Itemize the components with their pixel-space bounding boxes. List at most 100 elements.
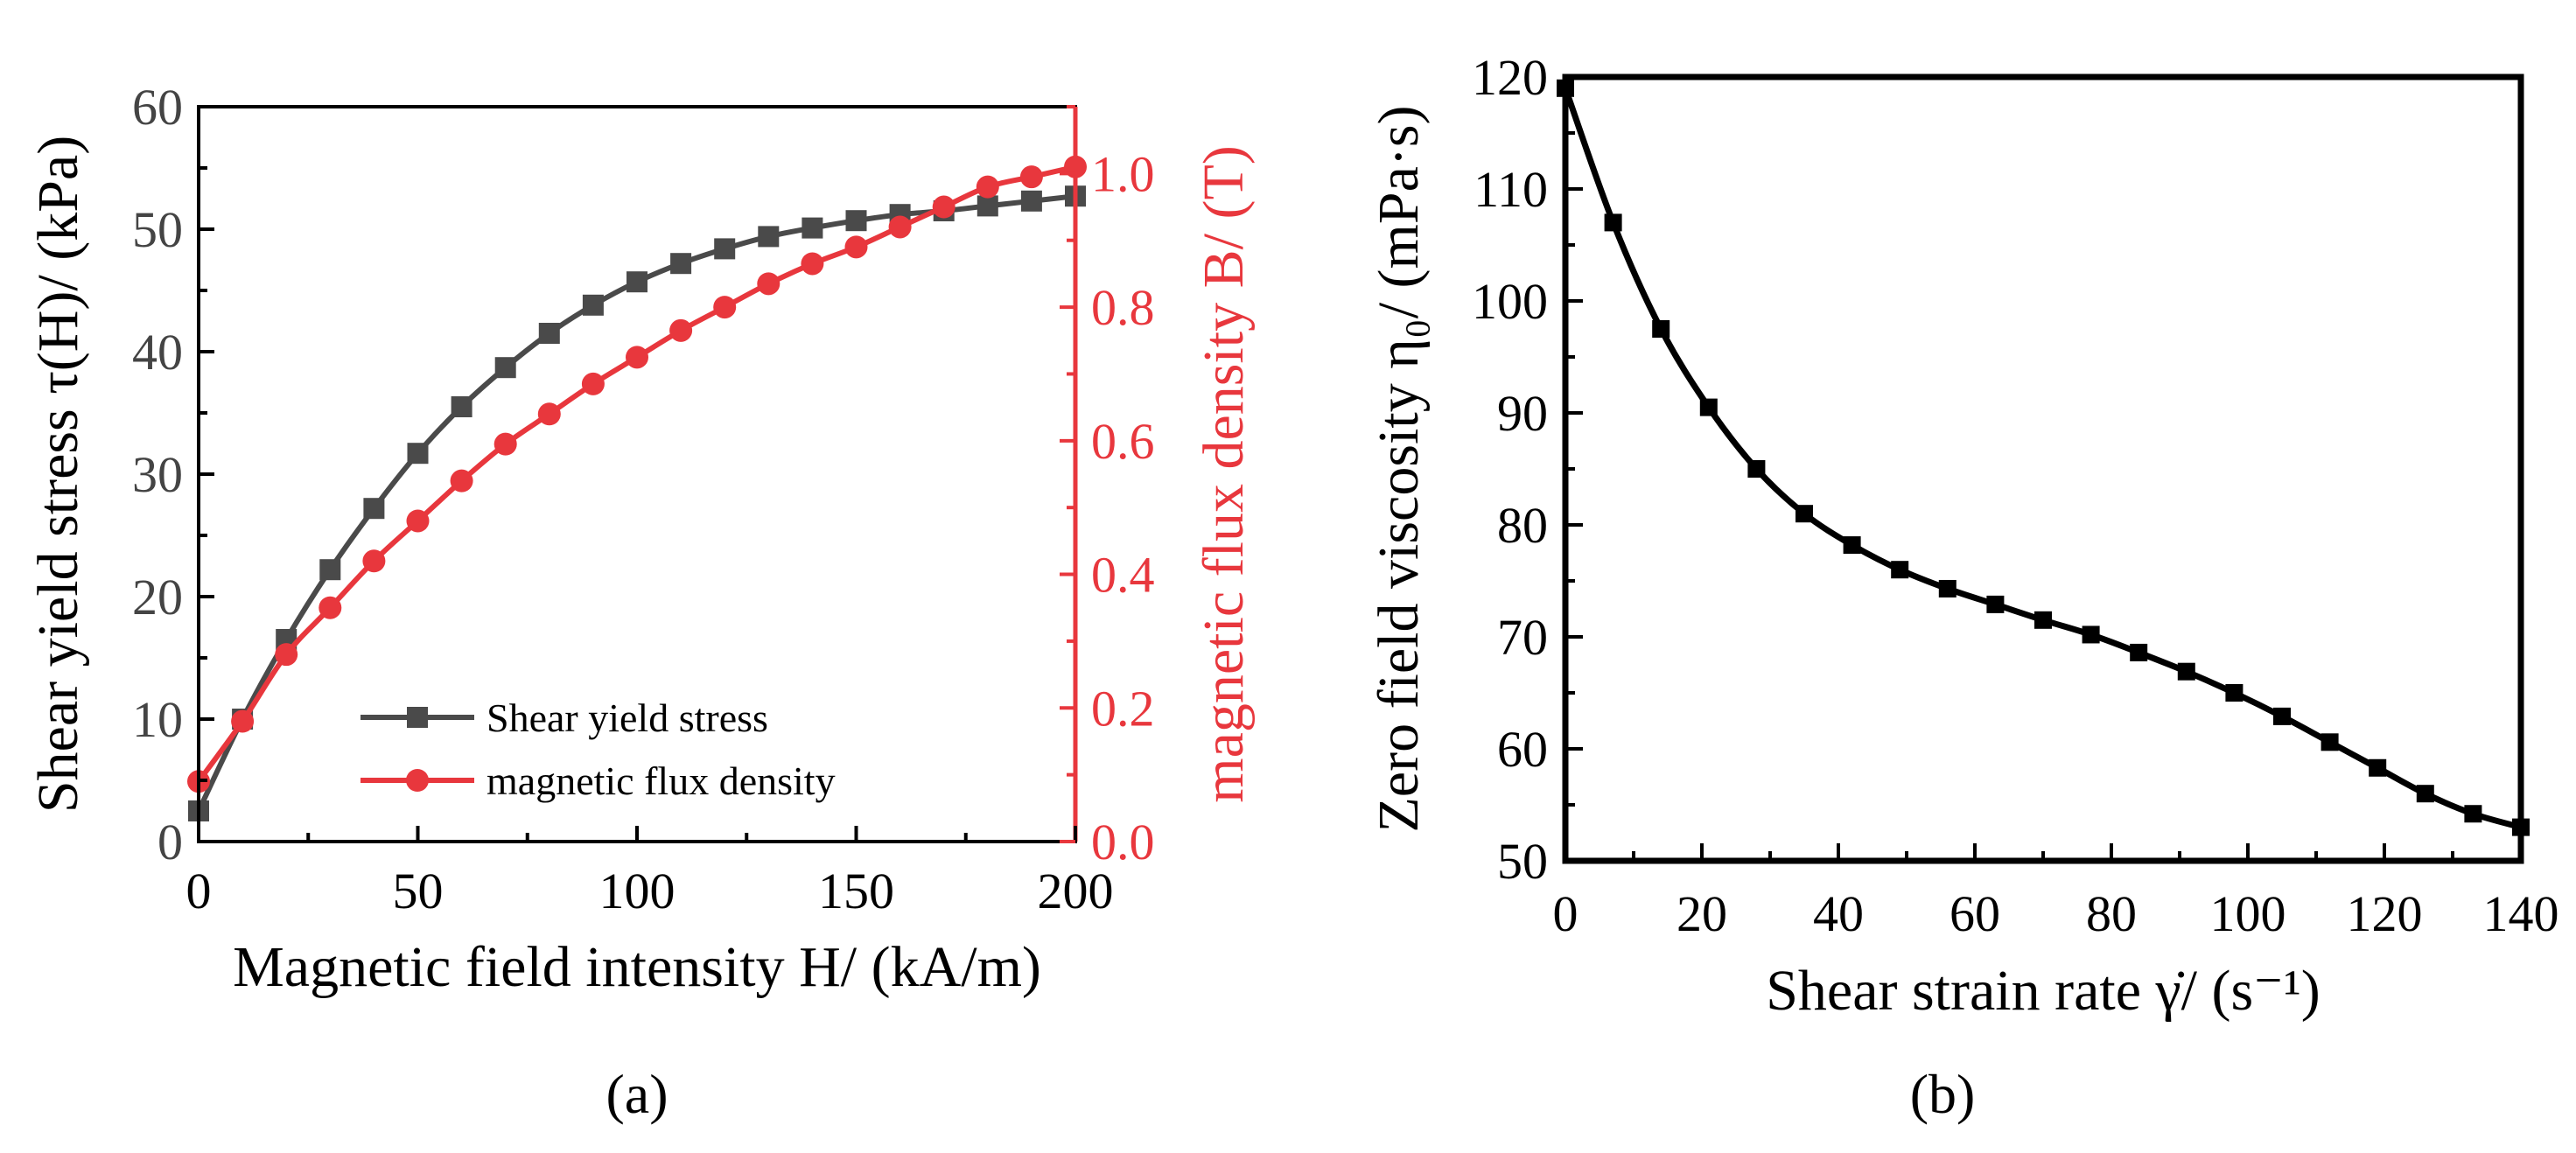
- y-tick-label-b: 60: [1497, 721, 1548, 778]
- data-point-viscosity: [2320, 733, 2339, 751]
- data-point-flux: [275, 643, 298, 667]
- y2-tick-label-a: 0.6: [1091, 413, 1155, 470]
- data-point-flux: [669, 318, 693, 342]
- legend-a: Shear yield stress magnetic flux density: [360, 695, 836, 803]
- chart-panel-a: 0 50 100 150 200 0 10 20 30 40 50 60 0.0 0.2 0.4 0.6 0…: [26, 79, 1256, 1125]
- data-point-viscosity: [1747, 460, 1766, 478]
- data-point-shear: [845, 210, 867, 232]
- data-point-flux: [450, 469, 473, 493]
- data-point-viscosity: [2464, 805, 2482, 823]
- x-tick-label-b: 140: [2483, 885, 2559, 942]
- data-point-viscosity: [1938, 579, 1956, 597]
- data-point-viscosity: [1986, 595, 2005, 613]
- x-tick-label-a: 100: [599, 863, 676, 919]
- data-point-flux: [626, 346, 648, 369]
- x-tick-label-b: 100: [2210, 885, 2286, 942]
- data-point-shear: [976, 195, 998, 217]
- x-tick-label-a: 150: [818, 863, 894, 919]
- y-tick-label-a: 60: [132, 79, 183, 136]
- y-tick-label-a: 0: [158, 814, 183, 870]
- data-point-viscosity: [2082, 625, 2100, 644]
- data-point-shear: [802, 217, 823, 239]
- data-point-shear: [407, 443, 429, 465]
- y-tick-label-a: 50: [132, 201, 183, 258]
- y-axis-title-a: Shear yield stress τ(H)/ (kPa): [26, 136, 90, 813]
- legend-marker-flux: [406, 769, 429, 792]
- y-tick-label-a: 10: [132, 691, 183, 748]
- data-point-flux: [231, 709, 255, 733]
- data-point-flux: [888, 215, 912, 239]
- y-tick-label-b: 90: [1497, 385, 1548, 442]
- data-point-flux: [801, 252, 824, 276]
- data-point-flux: [406, 509, 430, 533]
- data-point-shear: [714, 238, 736, 260]
- data-point-viscosity: [2177, 662, 2195, 681]
- y-axis-title-b: Zero field viscosity η₀/ (mPa·s): [1367, 105, 1431, 832]
- data-point-shear: [1020, 190, 1042, 212]
- data-point-flux: [844, 235, 868, 259]
- data-point-flux: [581, 372, 605, 395]
- chart-panel-b: 0 20 40 60 80 100 120 140 50 60 70 80 90 100 110 120 S…: [1367, 49, 2559, 1125]
- y-tick-label-b: 50: [1497, 833, 1548, 890]
- data-point-viscosity: [2369, 758, 2387, 777]
- data-point-shear: [319, 559, 341, 581]
- data-point-flux: [757, 272, 780, 296]
- data-point-shear: [670, 253, 692, 275]
- data-point-shear: [758, 226, 780, 248]
- caption-b: (b): [1910, 1063, 1976, 1125]
- data-point-shear: [451, 396, 472, 417]
- y2-tick-label-a: 1.0: [1091, 145, 1155, 202]
- y2-axis-title-a: magnetic flux density B/ (T): [1192, 145, 1256, 803]
- series-line-viscosity: [1562, 87, 2522, 830]
- x-tick-label-b: 60: [1950, 885, 2000, 942]
- y2-tick-label-a: 0.8: [1091, 279, 1155, 336]
- data-point-shear: [538, 323, 560, 344]
- data-point-viscosity: [2130, 643, 2148, 661]
- y2-tick-label-a: 0.4: [1091, 547, 1155, 604]
- y-tick-label-b: 110: [1474, 161, 1548, 218]
- data-point-flux: [494, 432, 517, 456]
- y-tick-label-a: 20: [132, 569, 183, 625]
- x-tick-label-b: 0: [1553, 885, 1578, 942]
- y2-tick-label-a: 0.2: [1091, 680, 1155, 737]
- legend-label-shear: Shear yield stress: [486, 695, 768, 740]
- x-axis-title-b: Shear strain rate γ̇/ (s⁻¹): [1766, 959, 2320, 1023]
- x-tick-label-b: 40: [1813, 885, 1864, 942]
- legend-label-flux: magnetic flux density: [486, 758, 836, 803]
- data-point-viscosity: [2416, 785, 2434, 803]
- data-point-flux: [362, 549, 386, 573]
- y-tick-label-a: 40: [132, 324, 183, 381]
- data-point-viscosity: [1699, 398, 1718, 416]
- x-tick-label-b: 20: [1676, 885, 1727, 942]
- x-tick-label-a: 0: [186, 863, 212, 919]
- data-point-viscosity: [1891, 561, 1909, 579]
- data-point-viscosity: [2225, 684, 2244, 702]
- y2-tick-label-a: 0.0: [1091, 814, 1155, 870]
- data-point-flux: [1019, 165, 1043, 189]
- x-axis-title-a: Magnetic field intensity H/ (kA/m): [233, 935, 1041, 999]
- data-point-flux: [318, 596, 342, 619]
- data-point-shear: [582, 294, 604, 316]
- data-point-viscosity: [2273, 707, 2291, 725]
- series-line-flux: [196, 164, 1076, 784]
- y-tick-label-b: 70: [1497, 609, 1548, 666]
- caption-a: (a): [606, 1063, 668, 1125]
- data-point-flux: [932, 195, 956, 219]
- data-point-flux: [976, 175, 999, 199]
- y-tick-label-a: 30: [132, 446, 183, 503]
- y-tick-label-b: 120: [1472, 49, 1548, 106]
- data-point-shear: [626, 271, 648, 293]
- data-point-flux: [537, 402, 561, 426]
- data-point-viscosity: [1652, 320, 1670, 338]
- data-point-viscosity: [1604, 213, 1622, 232]
- x-tick-label-b: 80: [2086, 885, 2137, 942]
- data-point-viscosity: [1796, 505, 1813, 523]
- x-tick-label-a: 200: [1038, 863, 1114, 919]
- data-point-flux: [713, 296, 737, 319]
- y-tick-label-b: 80: [1497, 497, 1548, 554]
- legend-marker-shear: [407, 707, 428, 728]
- data-point-viscosity: [2034, 611, 2052, 629]
- data-point-shear: [494, 357, 516, 379]
- y-tick-label-b: 100: [1472, 273, 1548, 330]
